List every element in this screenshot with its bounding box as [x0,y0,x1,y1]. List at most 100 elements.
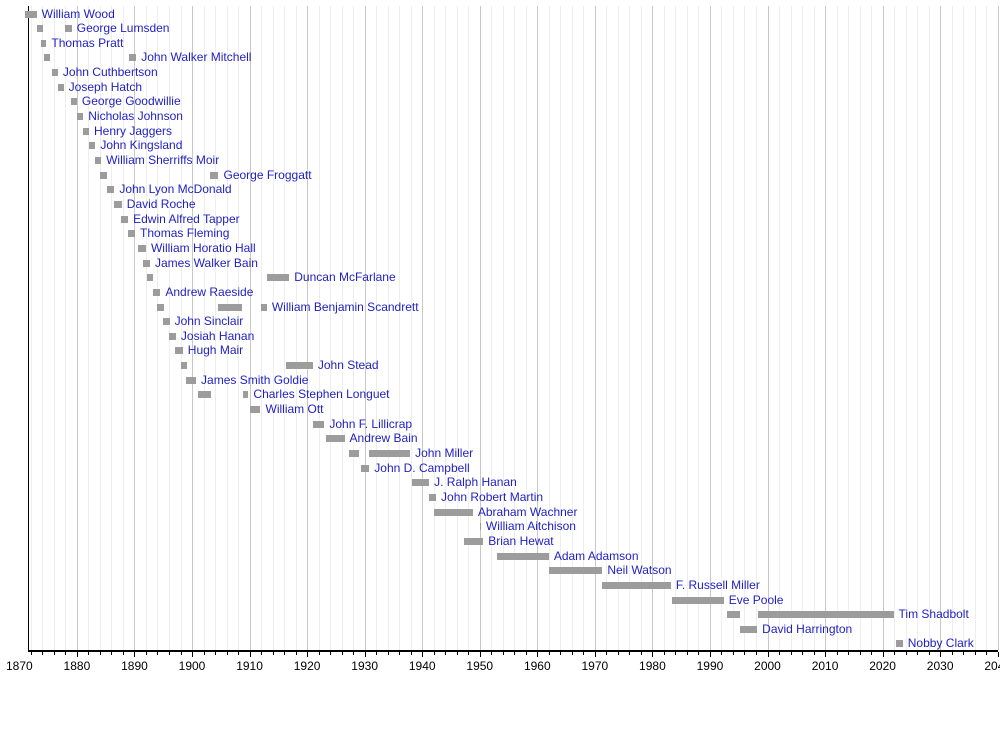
gridline-minor [732,6,734,650]
axis-minor-tick [353,652,355,655]
mayor-name-link[interactable]: William Ott [265,402,324,417]
axis-minor-tick [974,652,976,655]
axis-minor-tick [629,652,631,655]
mayor-name-link[interactable]: Joseph Hatch [68,79,143,94]
x-axis-line [28,650,998,652]
axis-minor-tick [445,652,447,655]
mayor-name-link[interactable]: Eve Poole [728,592,784,607]
mayor-name-link[interactable]: George Lumsden [76,21,170,36]
mayor-name-link[interactable]: John Robert Martin [441,489,544,504]
term-bar [249,406,261,414]
mayor-name-link[interactable]: Nobby Clark [907,636,974,651]
term-bar [168,332,176,340]
term-bar [285,362,313,370]
axis-minor-tick [284,652,286,655]
mayor-name-link[interactable]: David Harrington [762,621,853,636]
axis-minor-tick [295,652,297,655]
mayor-name-link[interactable]: Duncan McFarlane [294,270,396,285]
gridline-major [364,6,366,650]
gridline-minor [790,6,792,650]
axis-minor-tick [756,652,757,655]
term-bar [51,69,58,77]
axis-major-tick [997,652,999,657]
mayor-name-link[interactable]: John Kingsland [100,138,183,153]
mayor-name-link[interactable]: Thomas Fleming [140,226,230,241]
mayor-name-link[interactable]: Brian Hewat [488,533,554,548]
gridline-minor [318,6,320,650]
axis-minor-tick [88,652,90,655]
gridline-minor [951,6,953,650]
mayor-name-link[interactable]: J. Ralph Hanan [434,475,517,490]
gridline-major [479,6,481,650]
mayor-name-link[interactable]: George Froggatt [223,167,312,182]
term-bar [895,640,903,648]
axis-minor-tick [145,652,147,655]
axis-year-label: 1920 [293,659,321,673]
mayor-name-link[interactable]: John Miller [415,446,474,460]
gridline-minor [353,6,355,650]
axis-minor-tick [238,652,240,655]
mayor-name-link[interactable]: Tim Shadbolt [898,607,969,622]
axis-year-label: 1990 [696,659,724,673]
mayor-name-link[interactable]: William Aitchison [485,519,576,534]
mayor-name-link[interactable]: John Stead [317,358,379,373]
axis-year-label: 1870 [6,659,33,673]
axis-minor-tick [663,652,665,655]
gridline-minor [491,6,493,650]
mayor-name-link[interactable]: James Walker Bain [155,255,258,270]
term-bar [411,479,430,487]
mayor-name-link[interactable]: James Smith Goldie [201,372,309,387]
axis-minor-tick [502,652,504,655]
axis-minor-tick [387,652,389,655]
mayor-name-link[interactable]: John F. Lillicrap [329,416,413,431]
axis-major-tick [192,652,194,657]
mayor-name-link[interactable]: Abraham Wachner [477,504,578,519]
gridline-minor [721,6,723,650]
mayor-name-link[interactable]: William Wood [41,6,115,21]
gridline-minor [65,6,67,650]
mayor-name-link[interactable]: Josiah Hanan [180,328,255,343]
axis-minor-tick [779,652,781,655]
mayor-name-link[interactable]: John D. Campbell [374,460,470,475]
axis-major-tick [594,652,596,657]
gridline-minor [848,6,850,650]
mayor-name-link[interactable]: David Roche [126,196,196,211]
mayor-name-link[interactable]: John Walker Mitchell [141,50,252,65]
axis-major-tick [422,652,424,657]
mayor-name-link[interactable]: George Goodwillie [81,94,181,109]
mayor-name-link[interactable]: John Sinclair [174,314,244,329]
axis-minor-tick [99,652,101,655]
axis-minor-tick [583,652,585,655]
mayor-name-link[interactable]: Thomas Pratt [51,35,124,50]
mayor-name-link[interactable]: Nicholas Johnson [88,109,183,124]
mayor-name-link[interactable]: Edwin Alfred Tapper [133,211,240,226]
mayor-name-link[interactable]: Andrew Raeside [165,284,254,299]
mayor-name-link[interactable]: William Sherriffs Moir [106,153,220,167]
term-bar [106,186,115,194]
axis-minor-tick [802,652,804,655]
mayor-name-link[interactable]: Neil Watson [607,563,672,578]
gridline-minor [871,6,873,650]
mayor-name-link[interactable]: Charles Stephen Longuet [253,387,390,402]
term-bar [429,493,436,501]
term-bar [43,54,50,62]
mayor-name-link[interactable]: Henry Jaggers [94,123,173,138]
mayor-name-link[interactable]: F. Russell Miller [675,577,760,592]
mayor-name-link[interactable]: William Benjamin Scandrett [271,299,419,314]
term-bar [464,537,484,545]
axis-minor-tick [548,652,550,655]
mayor-name-link[interactable]: John Lyon McDonald [119,182,232,197]
axis-minor-tick [341,652,343,655]
term-bar [726,611,741,619]
mayor-name-link[interactable]: William Horatio Hall [150,240,256,255]
mayor-name-link[interactable]: Adam Adamson [553,548,639,563]
mayor-name-link[interactable]: Hugh Mair [187,343,244,358]
term-bar [369,450,411,457]
mayor-name-link[interactable]: John Cuthbertson [62,65,158,80]
gridline-minor [756,6,757,650]
gridline-minor [30,6,32,650]
axis-minor-tick [560,652,562,655]
term-bar [89,142,96,150]
axis-minor-tick [30,652,32,655]
mayor-name-link[interactable]: Andrew Bain [349,431,418,446]
